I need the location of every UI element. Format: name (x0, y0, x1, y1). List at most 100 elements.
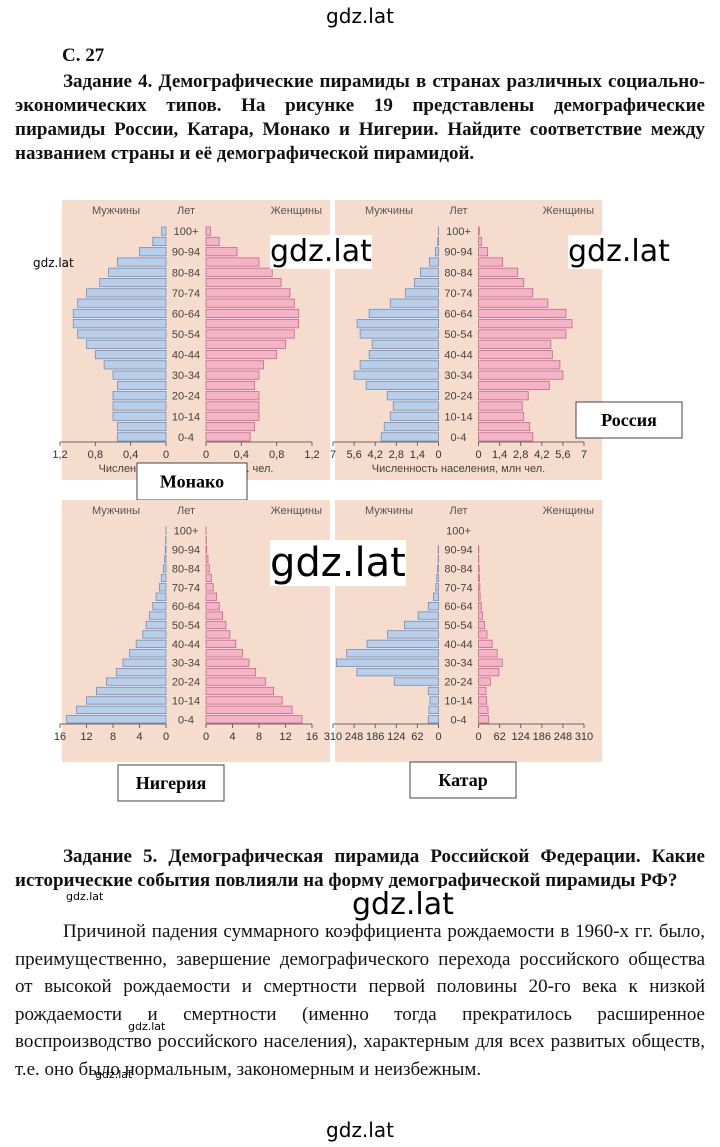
series-label: Мужчины (365, 205, 413, 217)
category-label: 10-14 (172, 695, 200, 707)
bar-female (205, 715, 303, 724)
tick-label: 0,8 (269, 449, 284, 461)
bar-male (112, 370, 167, 380)
category-label: 40-44 (172, 639, 200, 651)
watermark: gdz.lat (270, 540, 406, 586)
bar-female (205, 639, 237, 648)
bar-male (86, 288, 167, 298)
bar-male (160, 573, 167, 582)
tick-label: 0 (203, 731, 209, 743)
bar-female (205, 686, 274, 696)
bar-female (478, 329, 567, 339)
bar-female (205, 705, 293, 714)
bar-female (478, 696, 488, 705)
bar-male (117, 380, 167, 390)
bar-female (205, 564, 210, 573)
bar-female (205, 432, 251, 442)
tick-label: 248 (554, 731, 572, 743)
bar-female (478, 401, 523, 411)
bar-male (356, 319, 439, 329)
series-label: Мужчины (92, 505, 140, 517)
figure: Мужчины Лет Женщины0-410-1420-2430-3440-44… (52, 200, 683, 802)
bar-female (478, 298, 549, 308)
bar-female (205, 298, 295, 308)
bar-male (427, 602, 439, 611)
age-label: Лет (449, 205, 467, 217)
bar-female (205, 573, 212, 582)
category-label: 30-34 (444, 658, 472, 670)
tick-label: 310 (324, 731, 342, 743)
bar-female (205, 380, 255, 390)
category-label: 60-64 (172, 601, 200, 613)
category-label: 0-4 (178, 714, 194, 726)
tick-label: 0 (163, 449, 169, 461)
bar-female (478, 422, 531, 432)
category-label: 70-74 (172, 582, 200, 594)
category-label: 80-84 (172, 563, 200, 575)
bar-male (429, 257, 439, 267)
bar-female (478, 247, 488, 257)
bar-male (112, 391, 167, 401)
bar-female (478, 583, 481, 592)
tick-label: 0,8 (88, 449, 103, 461)
bar-male (392, 401, 439, 411)
bar-male (152, 236, 167, 246)
category-label: 50-54 (172, 620, 200, 632)
bar-female (205, 545, 208, 554)
tick-label: 2,8 (389, 449, 404, 461)
watermark: gdz.lat (95, 1068, 133, 1081)
bar-male (417, 611, 439, 620)
bar-female (205, 554, 209, 564)
bar-female (205, 649, 243, 658)
bar-male (427, 686, 439, 696)
bar-female (478, 391, 529, 401)
bar-female (478, 380, 550, 390)
category-label: 80-84 (172, 267, 200, 279)
axis-label: Численность населения, млн чел. (372, 463, 545, 475)
category-label: 20-24 (172, 677, 200, 689)
bar-male (158, 583, 167, 592)
bar-male (162, 564, 167, 573)
tick-label: 8 (110, 731, 116, 743)
category-label: 0-4 (178, 432, 194, 444)
bar-male (117, 257, 167, 267)
country-label: Россия (601, 410, 657, 430)
bar-male (164, 554, 167, 564)
bar-male (429, 696, 439, 705)
tick-label: 4 (136, 731, 142, 743)
bar-male (428, 705, 439, 714)
bar-female (478, 350, 553, 360)
bar-female (205, 602, 220, 611)
bar-male (77, 329, 167, 339)
bar-female (205, 583, 214, 592)
bar-female (478, 573, 480, 582)
category-label: 70-74 (444, 288, 472, 300)
bar-female (478, 339, 552, 349)
bar-female (205, 339, 286, 349)
bar-female (478, 630, 488, 639)
bar-female (205, 370, 260, 380)
bar-male (413, 278, 439, 288)
bar-male (404, 620, 439, 630)
category-label: 90-94 (444, 545, 472, 557)
bar-male (380, 432, 439, 442)
bar-male (105, 677, 167, 686)
bar-male (432, 592, 439, 601)
bar-male (117, 422, 167, 432)
category-label: 20-24 (172, 391, 200, 403)
category-label: 60-64 (444, 308, 472, 320)
bar-male (383, 422, 439, 432)
category-label: 30-34 (172, 658, 200, 670)
bar-female (205, 677, 267, 686)
series-label: Мужчины (365, 505, 413, 517)
bar-female (478, 677, 491, 686)
bar-female (478, 564, 480, 573)
tick-label: 1,2 (52, 449, 67, 461)
category-label: 50-54 (444, 620, 472, 632)
tick-label: 1,4 (492, 449, 507, 461)
category-label: 50-54 (444, 329, 472, 341)
bar-female (478, 288, 534, 298)
tick-label: 4,2 (534, 449, 549, 461)
bar-female (205, 696, 283, 705)
